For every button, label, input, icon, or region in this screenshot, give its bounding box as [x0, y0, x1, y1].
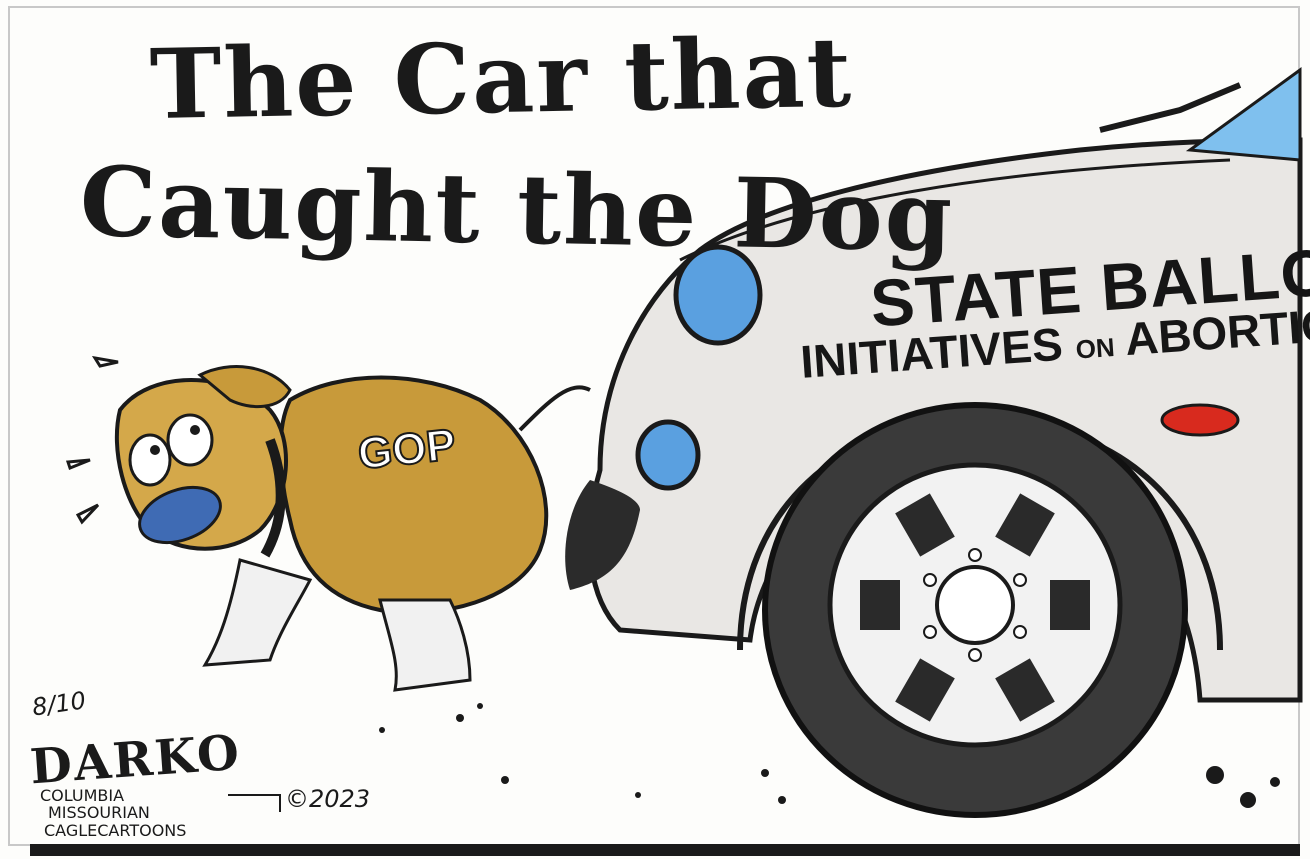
dog-gop-label: GOP [355, 419, 459, 480]
car-headlight-lower [635, 419, 701, 491]
car-wiper [1099, 82, 1242, 133]
signature-underline [228, 794, 281, 812]
dog-back-leg [378, 598, 472, 692]
dog-pupil-right [190, 425, 200, 435]
dog-front-leg [202, 558, 313, 667]
car-headlight-upper [673, 244, 763, 346]
signature-syndicate: CAGLECARTOONS [44, 821, 187, 840]
dog-pupil-left [150, 445, 160, 455]
dog-collar [260, 438, 286, 558]
car-hub [935, 565, 1015, 645]
car-lug-nuts [923, 548, 1027, 662]
car-hood-line [679, 158, 1231, 262]
signature-paper-line-2: MISSOURIAN [48, 803, 150, 822]
dog-eye-left [128, 433, 172, 487]
dog-ear [197, 365, 292, 409]
car-grille [565, 480, 640, 590]
dog-tail [518, 385, 591, 432]
car-side-marker [1160, 403, 1240, 437]
signature-paper-line-1: COLUMBIA [40, 786, 125, 805]
road-debris [379, 703, 1280, 808]
cartoon-title-line-1: The Car that [149, 15, 854, 141]
signature-copyright: ©2023 [285, 785, 371, 813]
road-baseline [30, 844, 1300, 856]
dog-eye-right [166, 413, 214, 467]
car-rim-spokes [860, 493, 1090, 722]
car-windshield [1185, 67, 1302, 162]
car-label-on-word: ON [1074, 332, 1116, 365]
sweat-drops [65, 355, 119, 525]
dog-body [278, 375, 549, 615]
dog-nose [138, 485, 222, 545]
cartoon-title-line-2: Caught the Dog [79, 145, 955, 274]
